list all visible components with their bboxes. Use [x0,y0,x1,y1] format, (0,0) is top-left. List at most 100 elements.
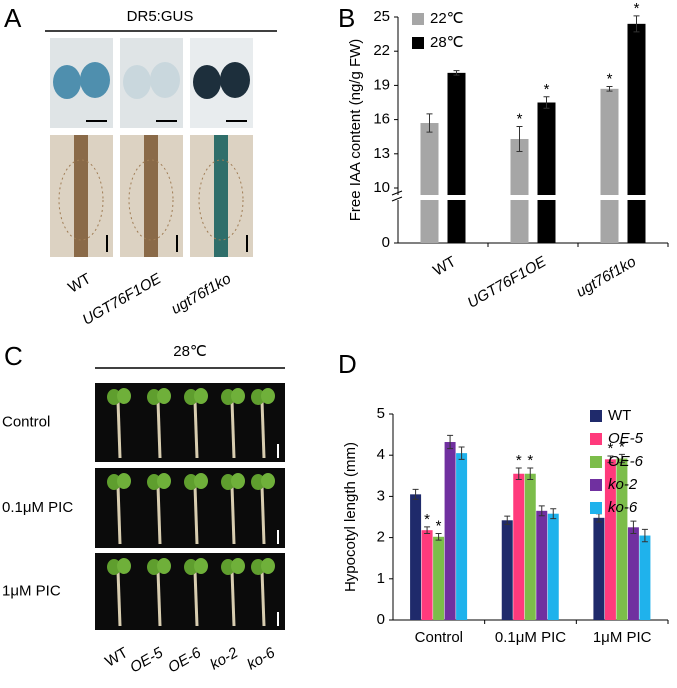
cotyledon [117,388,131,404]
bar [420,123,439,243]
bar [537,102,556,243]
error-bar [618,453,625,464]
legend-label: ko-2 [608,476,638,493]
hypocotyl [116,400,122,459]
error-bar [538,505,545,517]
legend-swatch [590,479,602,491]
legend-swatch [412,13,424,25]
x-tick-label: UGT76F1OE [465,253,550,312]
significance-mark: * [619,438,625,455]
cotyledon [221,559,235,575]
error-bar [633,15,640,33]
significance-mark: * [634,0,640,17]
leaf [150,62,180,98]
y-tick-label: 25 [373,8,390,25]
x-tick-label: 1μM PIC [593,629,652,646]
bar [456,453,468,620]
cotyledon [184,474,198,490]
hypocotyl [156,570,162,627]
significance-mark: * [527,452,533,469]
genotype-label: WT [65,270,94,296]
bar [600,88,619,243]
significance-mark: * [516,452,522,469]
root-hairs [128,159,174,241]
cotyledon [194,473,208,489]
leaf [220,62,250,98]
genotype-label: OE-6 [165,644,204,677]
cotyledon [231,558,245,574]
bar [536,510,548,620]
cotyledon [184,559,198,575]
error-bar [550,508,557,520]
genotype-label: ko-6 [244,644,278,674]
cotyledon [251,559,265,575]
bar [627,527,639,620]
hypocotyl [193,400,199,459]
break-mark [391,190,403,202]
y-tick-label: 13 [373,145,390,162]
panel-title: DR5:GUS [127,8,194,25]
leaf [80,62,110,98]
cotyledon [194,558,208,574]
significance-mark: * [436,517,442,534]
error-bar [515,467,522,481]
error-bar [426,113,433,133]
y-axis-label: Hypocotyl length (mm) [342,442,359,592]
cotyledon [261,558,275,574]
cotyledon [107,559,121,575]
root-hairs [58,159,104,241]
y-tick-label: 22 [373,42,390,59]
cotyledon [261,473,275,489]
hypocotyl [230,400,236,459]
hypocotyl [156,400,162,459]
panel-letter: B [338,3,355,33]
bar [627,23,646,244]
bar [447,72,466,243]
error-bar [424,526,431,534]
bar [433,536,445,620]
hypocotyl [260,570,266,627]
cotyledon [147,559,161,575]
legend-swatch [412,37,424,49]
legend-label: ko-6 [608,499,638,516]
cotyledon [157,388,171,404]
hypocotyl [230,570,236,627]
cotyledon [221,389,235,405]
treatment-label: Control [2,413,50,430]
leaf [193,65,221,99]
leaf [123,65,151,99]
y-tick-label: 10 [373,179,390,196]
error-bar [543,96,550,109]
y-tick-label: 0 [382,234,390,251]
cotyledon [107,389,121,405]
legend-swatch [590,433,602,445]
cotyledon [157,473,171,489]
y-tick-label: 1 [377,570,385,587]
legend-label: OE-6 [608,453,644,470]
treatment-label: 0.1μM PIC [2,499,73,516]
root [144,135,158,257]
error-bar [504,515,511,525]
bar [604,459,616,620]
cotyledon [157,558,171,574]
error-bar [516,125,523,153]
y-axis-label: Free IAA content (ng/g FW) [347,39,364,222]
genotype-label: ugt76f1ko [168,270,234,318]
hypocotyl [193,570,199,627]
hypocotyl [116,485,122,545]
error-bar [607,455,614,464]
error-bar [412,488,419,500]
panel-title: 28℃ [173,343,207,360]
cotyledon [261,388,275,404]
y-tick-label: 5 [377,405,385,422]
bar [444,442,456,620]
leaf [53,65,81,99]
root [74,135,88,257]
hypocotyl [260,400,266,459]
significance-mark: * [607,440,613,457]
cotyledon [184,389,198,405]
cotyledon [251,389,265,405]
y-tick-label: 4 [377,446,385,463]
legend-label: 22℃ [430,10,464,27]
legend-label: OE-5 [608,430,644,447]
